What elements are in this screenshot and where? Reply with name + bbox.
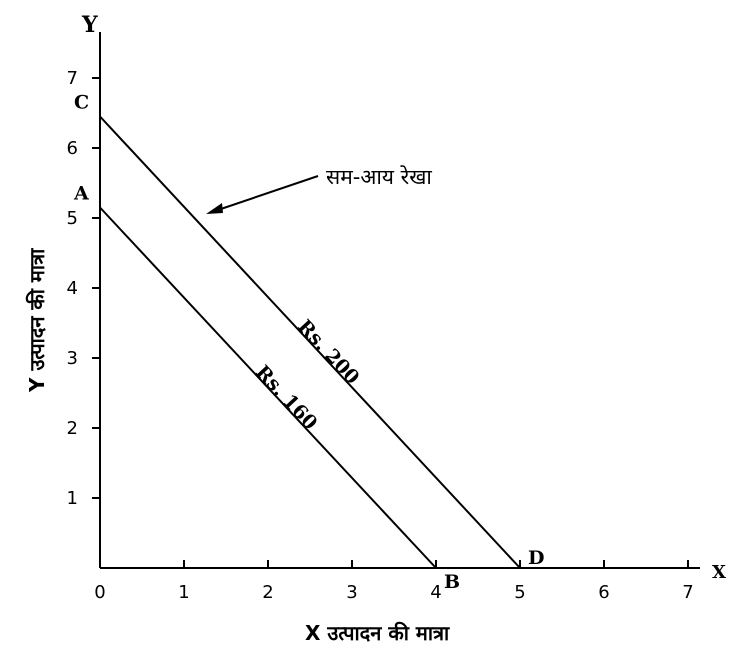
- point-label: C: [74, 92, 89, 114]
- x-tick-label: 6: [598, 582, 609, 603]
- x-axis-label: X उत्पादन की मात्रा: [305, 621, 450, 645]
- annotation-arrow-line: [211, 175, 319, 213]
- series-label: Rs. 160: [251, 361, 321, 434]
- y-axis-letter: Y: [81, 12, 98, 38]
- iso-revenue-line: [99, 115, 521, 569]
- arrowhead-icon: [206, 203, 223, 214]
- y-tick-label: 7: [67, 68, 78, 89]
- y-tick-label: 5: [67, 208, 78, 229]
- iso-revenue-line: [99, 206, 437, 569]
- annotation-text: सम-आय रेखा: [326, 165, 432, 189]
- x-tick-label: 1: [178, 582, 189, 603]
- y-tick-label: 2: [67, 418, 78, 439]
- series-label: Rs. 200: [293, 316, 363, 389]
- ticks-group: 0 1 2 3 4 5 6 7 1 2 3 4 5 6 7: [67, 68, 694, 603]
- x-tick-label: 3: [346, 582, 357, 603]
- point-label: D: [528, 547, 544, 569]
- x-tick-label: 0: [94, 582, 105, 603]
- y-axis-label: Y उत्पादन की मात्रा: [25, 248, 49, 393]
- x-axis-letter: X: [712, 562, 726, 583]
- x-tick-label: 4: [430, 582, 441, 603]
- y-tick-label: 3: [67, 348, 78, 369]
- y-tick-label: 1: [67, 488, 78, 509]
- point-label: B: [444, 571, 460, 593]
- y-tick-label: 4: [67, 278, 78, 299]
- series-group: A B Rs. 160 C D Rs. 200: [73, 92, 544, 594]
- x-tick-label: 5: [514, 582, 525, 603]
- x-tick-label: 2: [262, 582, 273, 603]
- x-tick-label: 7: [682, 582, 693, 603]
- y-tick-label: 6: [67, 138, 78, 159]
- point-label: A: [73, 183, 89, 205]
